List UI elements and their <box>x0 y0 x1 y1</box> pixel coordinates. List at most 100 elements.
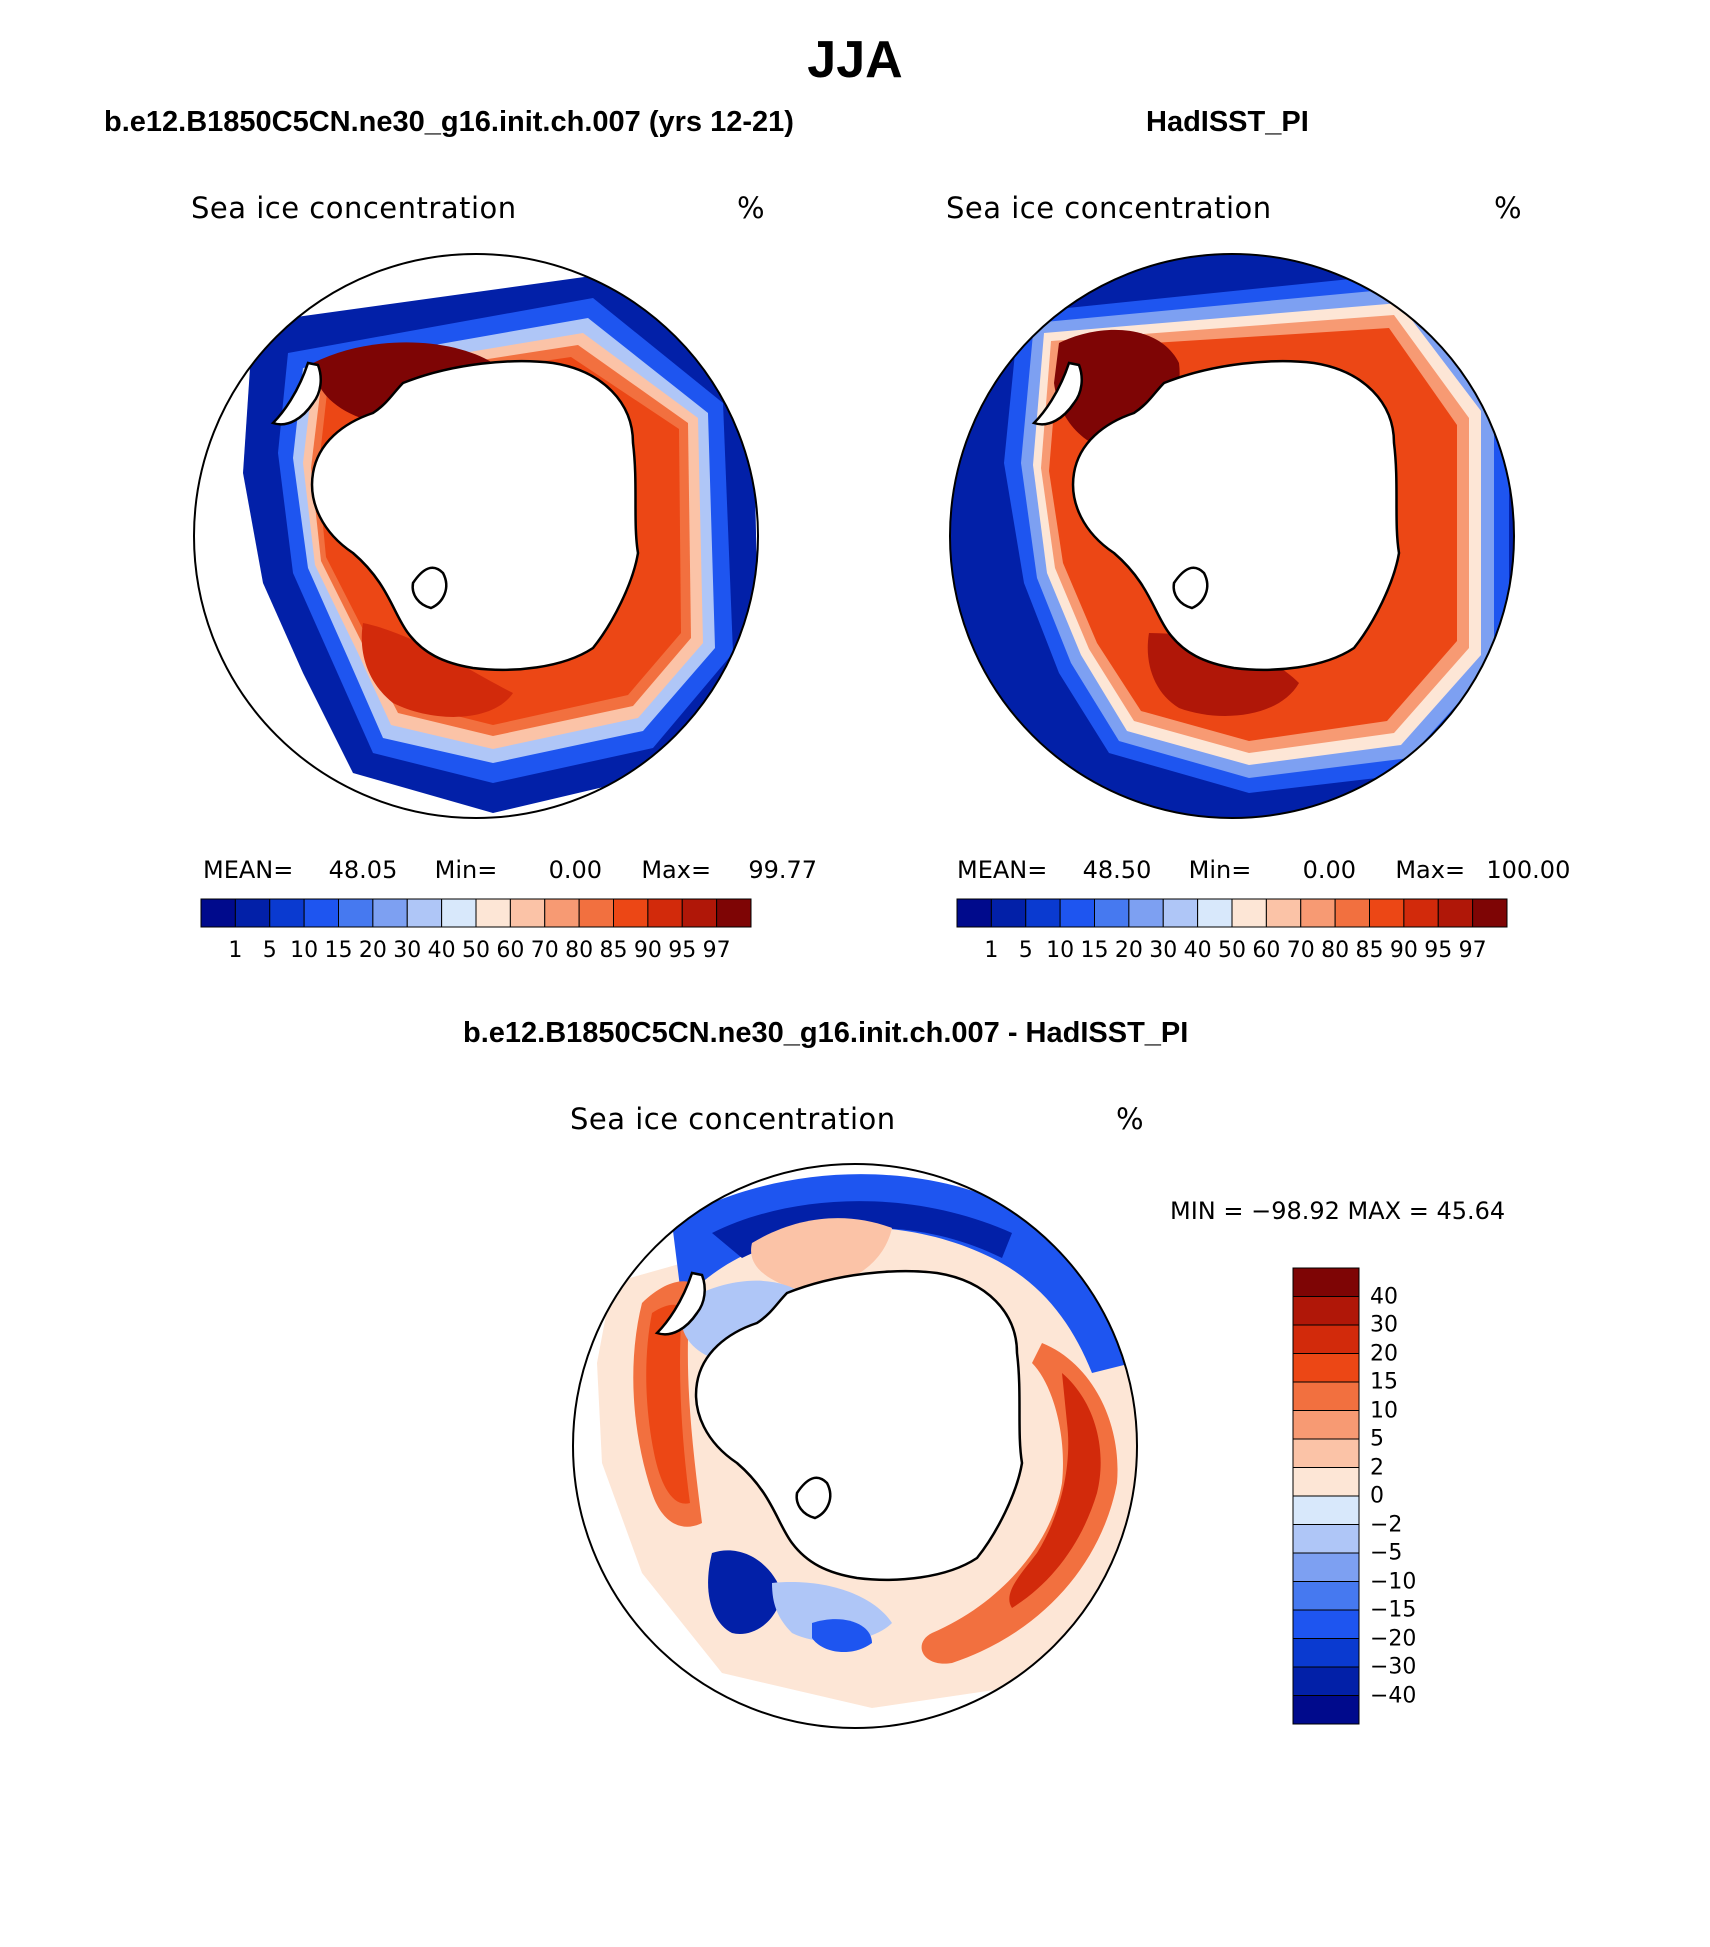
panel2-colorbar-swatch-14 <box>1437 898 1474 928</box>
panel2-colorbar-tick-label: 15 <box>1080 938 1109 963</box>
panel1-min-value: 0.00 <box>548 856 603 884</box>
panel3-colorbar-tick-label: −40 <box>1370 1683 1417 1708</box>
panel2-colorbar-ticks: 1 5 10 15 20 30 40 50 60 70 80 85 90 95 97 <box>957 938 1507 966</box>
panel3-colorbar-swatch-2 <box>1292 1638 1360 1668</box>
panel1-map <box>193 253 759 819</box>
panel1-colorbar-tick-label: 40 <box>427 938 456 963</box>
panel3-colorbar-swatch-4 <box>1292 1581 1360 1611</box>
panel1-colorbar-swatch-5 <box>372 898 408 928</box>
panel3-colorbar-tick-label: 15 <box>1370 1369 1398 1395</box>
panel2-min-label: Min= <box>1188 856 1252 884</box>
panel1-max-label: Max= <box>641 856 712 884</box>
panel1-colorbar-swatch-13 <box>647 898 683 928</box>
panel2-antarctica <box>1071 359 1401 672</box>
panel3-colorbar-tick-label: 30 <box>1370 1312 1398 1338</box>
panel2-colorbar-tick-label: 80 <box>1321 938 1350 963</box>
panel3-title: b.e12.B1850C5CN.ne30_g16.init.ch.007 - H… <box>463 1017 1189 1049</box>
panel1-colorbar <box>200 898 752 928</box>
panel3-colorbar-tick-label: −5 <box>1370 1540 1403 1566</box>
panel2-colorbar <box>956 898 1508 928</box>
panel1-variable-label: Sea ice concentration <box>191 191 517 225</box>
panel2-colorbar-swatch-1 <box>990 898 1027 928</box>
panel2-colorbar-tick-label: 95 <box>1424 938 1453 963</box>
panel1-title: b.e12.B1850C5CN.ne30_g16.init.ch.007 (yr… <box>104 106 794 138</box>
panel2-colorbar-swatch-0 <box>956 898 992 928</box>
panel2-colorbar-swatch-13 <box>1403 898 1439 928</box>
panel2-units-label: % <box>1494 191 1523 225</box>
panel2-colorbar-tick-label: 30 <box>1149 938 1178 963</box>
panel2-colorbar-swatch-3 <box>1059 898 1095 928</box>
panel3-colorbar-swatch-15 <box>1292 1267 1360 1297</box>
panel3-colorbar-tick-label: 40 <box>1370 1284 1398 1309</box>
panel3-colorbar-swatch-3 <box>1292 1609 1360 1639</box>
panel1-colorbar-tick-label: 10 <box>290 938 319 963</box>
panel3-colorbar-swatch-8 <box>1292 1467 1360 1497</box>
panel2-max-value: 100.00 <box>1486 856 1571 884</box>
panel1-colorbar-swatch-4 <box>338 898 374 928</box>
panel2-mean-value: 48.50 <box>1082 856 1152 884</box>
panel1-colorbar-tick-label: 95 <box>668 938 697 963</box>
panel3-colorbar-tick-label: 10 <box>1370 1398 1398 1423</box>
panel2-colorbar-swatch-2 <box>1025 898 1061 928</box>
panel2-colorbar-tick-label: 1 <box>984 938 999 963</box>
panel3-colorbar-swatch-7 <box>1292 1495 1360 1525</box>
panel2-colorbar-swatch-11 <box>1334 898 1370 928</box>
panel1-colorbar-swatch-3 <box>303 898 339 928</box>
panel2-title: HadISST_PI <box>1146 106 1309 138</box>
panel3-colorbar-tick-label: −30 <box>1370 1654 1417 1680</box>
panel1-colorbar-swatch-6 <box>406 898 443 928</box>
panel2-colorbar-swatch-10 <box>1300 898 1336 928</box>
panel1-min-label: Min= <box>434 856 498 884</box>
panel2-colorbar-tick-label: 70 <box>1286 938 1315 963</box>
panel1-colorbar-tick-label: 70 <box>530 938 559 963</box>
panel1-colorbar-swatch-11 <box>578 898 614 928</box>
panel3-antarctica <box>694 1269 1024 1582</box>
panel1-colorbar-swatch-12 <box>613 898 649 928</box>
panel2-colorbar-swatch-4 <box>1094 898 1130 928</box>
panel1-max-value: 99.77 <box>748 856 818 884</box>
panel2-colorbar-swatch-12 <box>1369 898 1405 928</box>
figure-title: JJA <box>807 31 903 89</box>
panel3-colorbar-swatch-13 <box>1292 1324 1360 1354</box>
panel2-colorbar-swatch-8 <box>1231 898 1267 928</box>
panel2-colorbar-tick-label: 10 <box>1046 938 1075 963</box>
panel2-colorbar-tick-label: 50 <box>1218 938 1246 963</box>
panel2-colorbar-tick-label: 97 <box>1458 938 1487 963</box>
panel1-colorbar-tick-label: 97 <box>702 938 731 963</box>
panel3-colorbar-swatch-0 <box>1292 1695 1360 1725</box>
panel2-colorbar-swatch-15 <box>1472 898 1508 928</box>
panel3-colorbar-swatch-5 <box>1292 1552 1360 1582</box>
panel1-colorbar-tick-label: 30 <box>393 938 422 963</box>
panel1-antarctica <box>310 359 640 672</box>
panel2-colorbar-swatch-9 <box>1265 898 1302 928</box>
panel1-colorbar-tick-label: 20 <box>358 938 387 963</box>
panel1-colorbar-tick-label: 90 <box>633 938 662 963</box>
panel3-colorbar-swatch-14 <box>1292 1296 1360 1326</box>
panel1-colorbar-tick-label: 15 <box>324 938 353 963</box>
panel2-colorbar-tick-label: 20 <box>1114 938 1143 963</box>
panel3-colorbar <box>1292 1267 1360 1725</box>
panel2-colorbar-tick-label: 60 <box>1252 938 1281 963</box>
panel1-colorbar-swatch-1 <box>234 898 271 928</box>
panel1-colorbar-tick-label: 85 <box>599 938 628 963</box>
panel1-colorbar-swatch-2 <box>269 898 305 928</box>
panel3-negative-south <box>708 1550 782 1634</box>
panel1-colorbar-swatch-15 <box>716 898 752 928</box>
panel3-colorbar-tick-label: 20 <box>1370 1341 1398 1366</box>
panel2-colorbar-tick-label: 85 <box>1355 938 1384 963</box>
panel1-colorbar-tick-label: 50 <box>462 938 490 963</box>
panel2-colorbar-swatch-7 <box>1197 898 1233 928</box>
panel1-mean-value: 48.05 <box>328 856 398 884</box>
panel1-colorbar-swatch-9 <box>509 898 546 928</box>
panel1-units-label: % <box>737 191 766 225</box>
panel3-map <box>572 1163 1138 1729</box>
panel2-max-label: Max= <box>1395 856 1466 884</box>
panel3-colorbar-tick-label: −15 <box>1370 1597 1417 1623</box>
panel2-colorbar-tick-label: 5 <box>1018 938 1033 963</box>
panel3-colorbar-tick-label: 0 <box>1370 1483 1384 1509</box>
panel3-colorbar-swatch-11 <box>1292 1381 1360 1411</box>
panel2-colorbar-swatch-6 <box>1162 898 1199 928</box>
panel3-colorbar-swatch-9 <box>1292 1438 1360 1468</box>
panel1-colorbar-swatch-8 <box>475 898 511 928</box>
panel3-colorbar-swatch-6 <box>1292 1524 1360 1554</box>
